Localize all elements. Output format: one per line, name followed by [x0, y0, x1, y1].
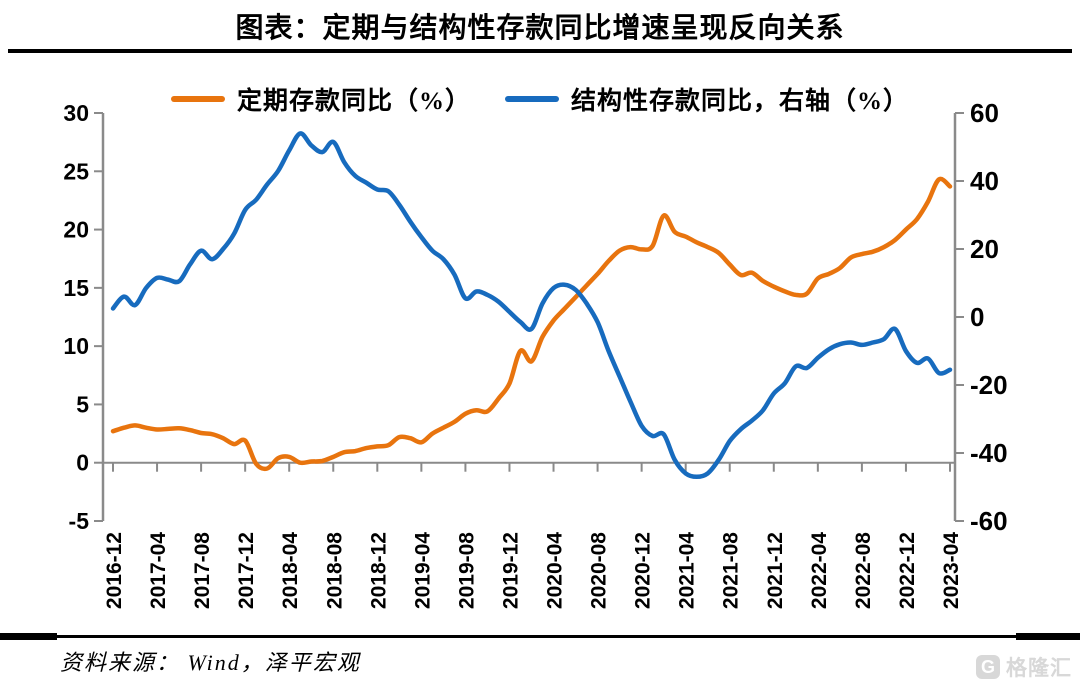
svg-text:20: 20	[970, 234, 999, 264]
legend-item-time-deposit: 定期存款同比（%）	[170, 81, 471, 117]
svg-text:30: 30	[63, 100, 89, 126]
source-text: 资料来源： Wind，泽平宏观	[60, 650, 361, 675]
legend-item-structured-deposit: 结构性存款同比，右轴（%）	[505, 81, 909, 117]
legend-label-time-deposit: 定期存款同比（%）	[236, 88, 471, 115]
title-rule	[8, 49, 1072, 53]
orange-line-swatch-icon	[170, 96, 225, 102]
svg-text:2023-04: 2023-04	[940, 532, 963, 609]
svg-text:-20: -20	[970, 370, 1008, 400]
footer-rule	[0, 635, 1080, 638]
svg-text:2021-12: 2021-12	[764, 532, 787, 609]
svg-text:2022-08: 2022-08	[852, 532, 875, 609]
svg-text:2017-08: 2017-08	[191, 532, 214, 609]
svg-text:2022-12: 2022-12	[896, 532, 919, 609]
svg-text:-60: -60	[970, 506, 1008, 536]
svg-text:2019-04: 2019-04	[411, 532, 434, 609]
svg-text:2021-04: 2021-04	[676, 532, 699, 609]
svg-text:15: 15	[63, 275, 89, 301]
chart-canvas: 30 25 20 15 10 5 0 -5 60 40 20 0 -20 -40 -60 2016-12 201…	[63, 98, 1008, 609]
gelonghui-logo: G 格隆汇	[976, 652, 1072, 682]
svg-text:-40: -40	[970, 438, 1008, 468]
footer-rule-cap-left	[0, 633, 57, 640]
svg-text:2017-12: 2017-12	[235, 532, 258, 609]
svg-text:2018-12: 2018-12	[367, 532, 390, 609]
svg-text:2022-04: 2022-04	[808, 532, 831, 609]
svg-text:0: 0	[970, 302, 984, 332]
svg-text:2020-12: 2020-12	[632, 532, 655, 609]
gelonghui-logo-text: 格隆汇	[1006, 657, 1072, 680]
svg-text:5: 5	[76, 391, 89, 417]
footer-rule-cap-right	[1016, 633, 1080, 640]
svg-text:10: 10	[63, 333, 89, 359]
legend: 定期存款同比（%） 结构性存款同比，右轴（%）	[0, 81, 1080, 117]
svg-text:2018-04: 2018-04	[279, 532, 302, 609]
svg-text:40: 40	[970, 166, 999, 196]
svg-text:2020-08: 2020-08	[588, 532, 611, 609]
svg-text:25: 25	[63, 158, 89, 184]
svg-text:2021-08: 2021-08	[720, 532, 743, 609]
svg-text:2019-08: 2019-08	[455, 532, 478, 609]
svg-text:-5: -5	[69, 508, 90, 534]
svg-text:0: 0	[76, 450, 89, 476]
svg-text:20: 20	[63, 217, 89, 243]
svg-text:2017-04: 2017-04	[147, 532, 170, 609]
svg-text:2019-12: 2019-12	[499, 532, 522, 609]
blue-line-swatch-icon	[505, 96, 559, 102]
svg-text:60: 60	[970, 98, 999, 128]
svg-text:2016-12: 2016-12	[103, 532, 126, 609]
svg-text:2020-04: 2020-04	[544, 532, 567, 609]
chart-area: 30 25 20 15 10 5 0 -5 60 40 20 0 -20 -40 -60 2016-12 201…	[0, 70, 1080, 632]
svg-text:2018-08: 2018-08	[323, 532, 346, 609]
legend-label-structured-deposit: 结构性存款同比，右轴（%）	[571, 88, 910, 115]
page-title: 图表：定期与结构性存款同比增速呈现反向关系	[235, 13, 845, 44]
gelonghui-logo-icon: G	[976, 655, 1000, 679]
